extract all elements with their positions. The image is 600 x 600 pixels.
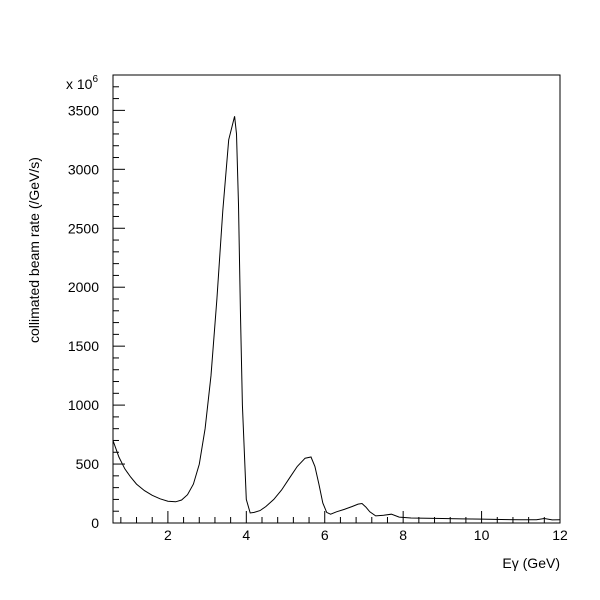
y-tick-label: 3500: [68, 102, 99, 118]
y-tick-label: 1500: [68, 338, 99, 354]
x-tick-label: 6: [321, 527, 329, 543]
x-axis-title: Eγ (GeV): [502, 555, 560, 571]
y-tick-label: 2500: [68, 220, 99, 236]
x-tick-label: 2: [164, 527, 172, 543]
x-tick-label: 12: [552, 527, 568, 543]
x-tick-label: 8: [399, 527, 407, 543]
y-tick-label: 0: [91, 515, 99, 531]
y-axis-ticks: [113, 74, 125, 524]
y-axis-multiplier: x 106: [66, 74, 98, 92]
x-axis-tick-labels: 2 4 6 8 10 12: [164, 527, 568, 543]
series-line: [112, 116, 561, 521]
y-tick-label: 2000: [68, 279, 99, 295]
x-axis-ticks: [120, 511, 561, 523]
x-tick-label: 10: [474, 527, 490, 543]
plot-frame: [112, 74, 561, 524]
y-tick-label: 1000: [68, 397, 99, 413]
y-axis-tick-labels: 0 500 1000 1500 2000 2500 3000 3500: [68, 102, 99, 531]
y-tick-label: 3000: [68, 161, 99, 177]
y-tick-label: 500: [76, 456, 100, 472]
x-tick-label: 4: [242, 527, 250, 543]
y-axis-multiplier-exponent: 6: [92, 74, 98, 85]
y-axis-title: collimated beam rate (/GeV/s): [26, 157, 42, 343]
